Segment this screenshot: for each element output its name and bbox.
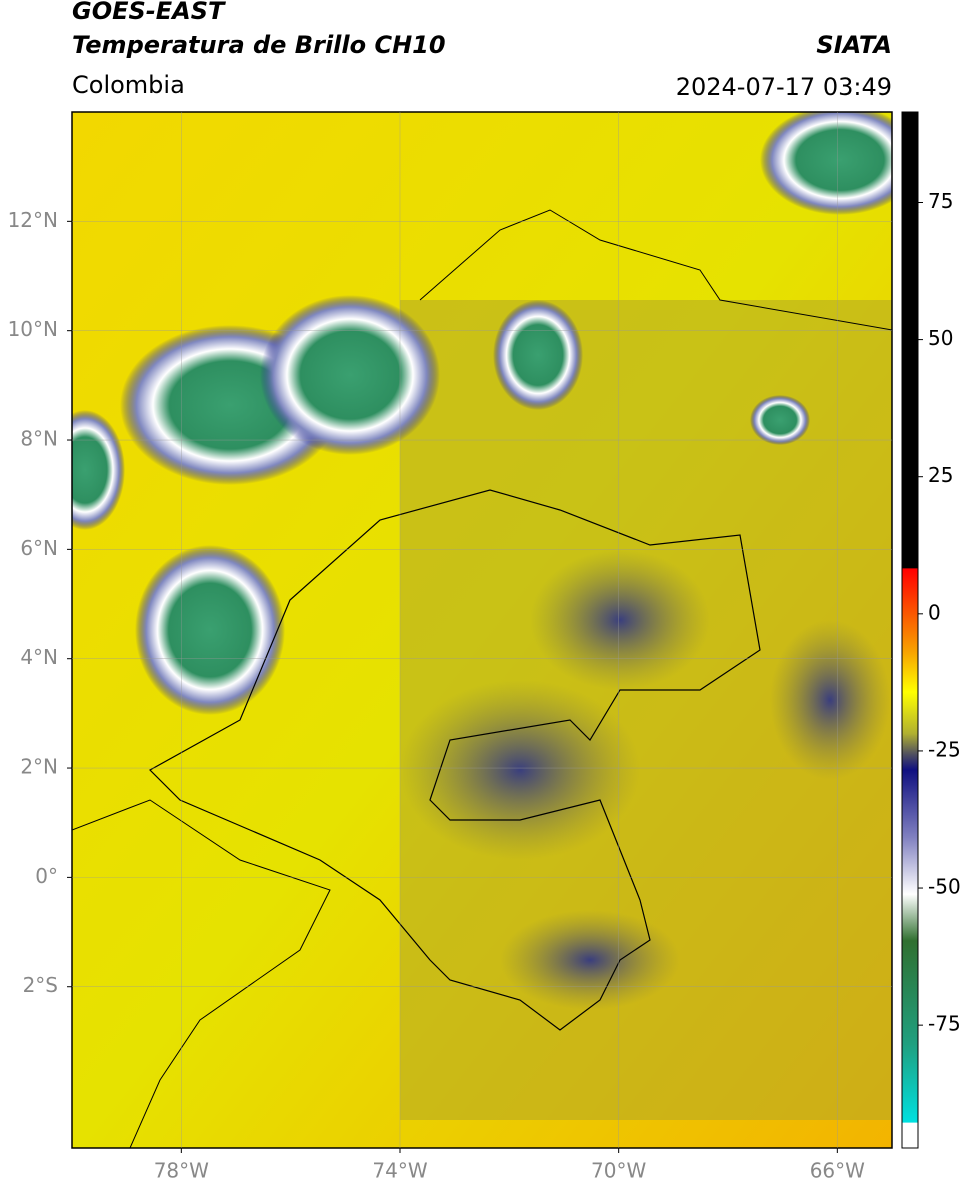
cloud: [770, 620, 890, 780]
source: SIATA: [816, 31, 892, 59]
colorbar-tick-label: 50: [928, 326, 953, 350]
subtitle: Temperatura de Brillo CH10: [72, 31, 446, 59]
map-image: [72, 112, 892, 1148]
y-tick-label: 10°N: [8, 317, 58, 341]
cloud: [530, 550, 710, 690]
y-tick-label: 0°: [35, 864, 58, 888]
y-tick-label: 12°N: [8, 208, 58, 232]
colorbar-tick-label: 25: [928, 463, 953, 487]
colorbar: [901, 111, 919, 1149]
y-tick-label: 2°N: [20, 755, 58, 779]
country-border: [149, 489, 761, 1031]
cloud: [400, 680, 640, 860]
storm: [135, 545, 285, 715]
region: Colombia: [72, 71, 185, 99]
storm: [493, 300, 583, 410]
storm: [750, 395, 810, 445]
storm: [260, 295, 440, 455]
colorbar-tick-label: 75: [928, 189, 953, 213]
y-tick-label: 8°N: [20, 427, 58, 451]
coastline: [419, 209, 892, 331]
title: GOES-EAST: [72, 0, 226, 25]
map-frame: [71, 111, 893, 1149]
x-tick-label: 74°W: [372, 1159, 427, 1183]
x-tick-label: 78°W: [154, 1159, 209, 1183]
x-tick-label: 66°W: [810, 1159, 865, 1183]
y-tick-label: 2°S: [23, 973, 58, 997]
colorbar-tick-label: -75: [928, 1012, 961, 1036]
y-tick-label: 6°N: [20, 536, 58, 560]
colorbar-tick-label: 0: [928, 600, 941, 624]
cloud: [500, 910, 680, 1010]
datetime: 2024-07-17 03:49: [676, 73, 892, 101]
colorbar-tick-label: -50: [928, 875, 961, 899]
storm: [760, 112, 892, 215]
colorbar-tick-label: -25: [928, 737, 961, 761]
coastline: [72, 799, 331, 1148]
y-tick-label: 4°N: [20, 645, 58, 669]
x-tick-label: 70°W: [591, 1159, 646, 1183]
